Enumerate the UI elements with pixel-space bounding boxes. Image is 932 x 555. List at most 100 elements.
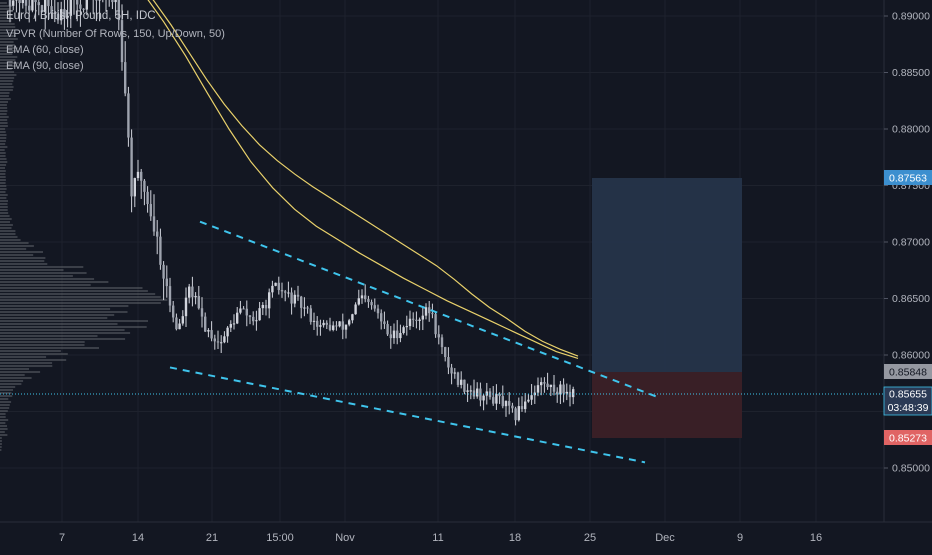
candle-body [377,309,379,314]
candle-body [409,319,411,326]
volume-bar [0,320,148,322]
candle-body [361,295,363,298]
volume-bar [0,338,125,340]
candle-body [210,330,212,338]
candle-body [297,295,299,297]
volume-bar [0,410,8,412]
candle-body [207,330,209,332]
price-tick-label: 0.86500 [892,293,930,305]
volume-bar [0,440,2,442]
volume-bar [0,380,23,382]
candle-body [466,390,468,391]
candle-body [79,4,81,8]
volume-bar [0,116,9,118]
svg-text:0.87563: 0.87563 [889,173,927,185]
candle-body [143,181,145,192]
candle-body [220,342,222,343]
candle-body [76,0,78,4]
legend-vpvr: VPVR (Number Of Rows, 150, Up/Down, 50) [6,28,225,40]
volume-bar [0,437,2,439]
time-tick-label: 11 [432,532,443,544]
volume-bar [0,206,8,208]
candle-body [265,305,267,308]
candle-body [166,279,168,286]
volume-bar [0,203,8,205]
candle-body [527,400,529,402]
candle-body [226,328,228,337]
candle-body [550,385,552,387]
time-tick-label: 18 [509,532,521,544]
candle-body [326,323,328,325]
candle-body [390,334,392,338]
volume-bar [0,263,47,265]
volume-bar [0,197,6,199]
candle-body [412,319,414,320]
candle-body [162,265,164,279]
candle-body [137,172,139,178]
volume-bar [0,431,5,433]
candle-body [98,0,100,1]
svg-text:03:48:39: 03:48:39 [888,402,929,414]
candle-body [284,291,286,292]
candle-body [495,394,497,404]
candle-body [313,321,315,322]
candle-body [25,0,27,6]
volume-bar [0,386,15,388]
candle-body [316,321,318,327]
candle-body [169,286,171,305]
candle-body [38,2,40,5]
candle-body [150,204,152,216]
volume-bar [0,251,43,253]
candle-body [537,385,539,392]
price-tick-label: 0.88500 [892,67,930,79]
candle-body [191,287,193,298]
volume-bar [0,77,14,79]
candle-body [230,324,232,328]
candle-body [198,296,200,308]
volume-bar [0,194,8,196]
svg-text:0.85848: 0.85848 [889,367,927,379]
candle-body [201,308,203,316]
volume-bar [0,254,33,256]
volume-bar [0,404,10,406]
candle-body [444,347,446,357]
candle-body [34,0,36,2]
price-tick-label: 0.86000 [892,350,930,362]
volume-bar [0,104,7,106]
volume-bar [0,296,161,298]
candle-body [319,325,321,327]
volume-bar [0,92,10,94]
time-tick-label: 14 [132,532,144,544]
risk-reward-zones[interactable] [592,178,742,438]
volume-bar [0,161,7,163]
candle-body [530,395,532,400]
target-price-label: 0.87563 [884,170,932,185]
volume-bar [0,128,5,130]
candle-body [86,0,88,10]
volume-bar [0,113,7,115]
candle-body [281,290,283,291]
candle-body [508,401,510,406]
candle-body [140,172,142,181]
candle-body [278,283,280,290]
volume-bar [0,236,18,238]
candle-body [246,309,248,316]
volume-bar [0,221,10,223]
volume-bar [0,428,8,430]
volume-bar [0,176,6,178]
svg-text:0.85273: 0.85273 [889,433,927,445]
target-zone [592,178,742,372]
candle-body [124,62,126,93]
volume-bar [0,299,167,301]
candle-body [473,390,475,396]
volume-bar [0,218,12,220]
volume-bar [0,182,6,184]
volume-bar [0,125,8,127]
time-tick-label: 7 [59,532,65,544]
volume-bar [0,185,6,187]
candle-body [505,401,507,406]
volume-bar [0,260,44,262]
candle-body [329,325,331,330]
candle-body [185,298,187,317]
